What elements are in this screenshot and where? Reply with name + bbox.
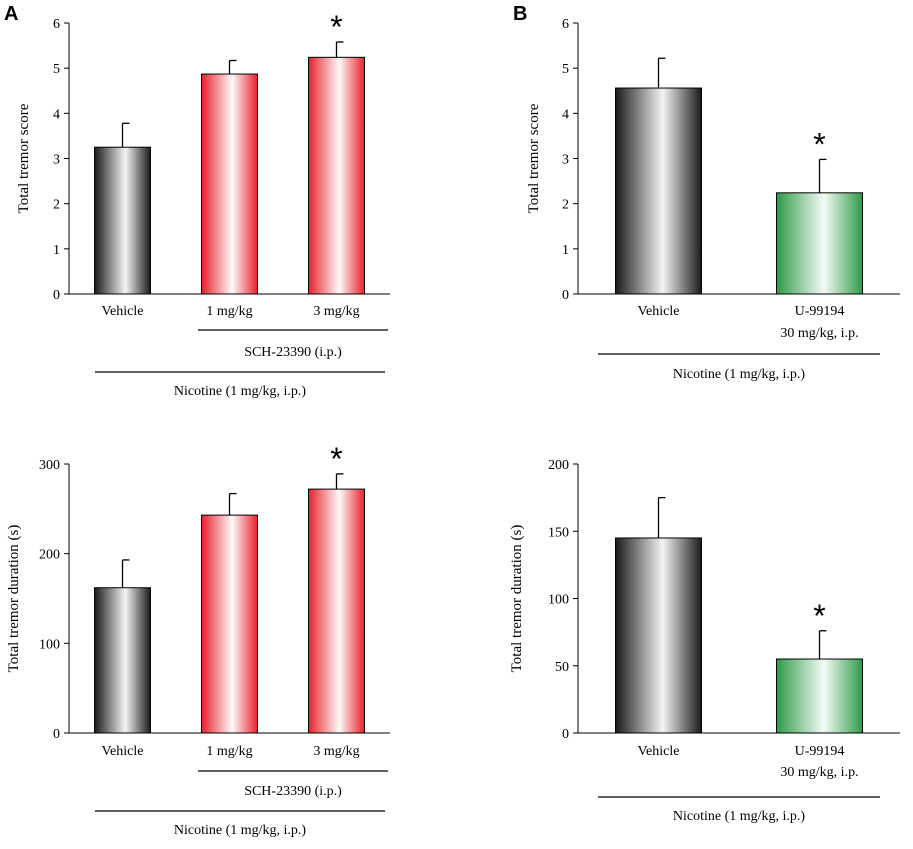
panel-label-a: A bbox=[4, 3, 18, 25]
y-axis-label: Total tremor duration (s) bbox=[6, 525, 22, 673]
y-tick-label: 4 bbox=[562, 107, 569, 122]
x-tick-label: 3 mg/kg bbox=[313, 744, 359, 759]
y-tick-label: 100 bbox=[39, 637, 60, 652]
y-tick-label: 4 bbox=[53, 107, 60, 122]
x-tick-label: U-99194 bbox=[795, 744, 845, 759]
x-tick-label: Vehicle bbox=[102, 304, 144, 319]
y-tick-label: 2 bbox=[562, 198, 569, 213]
x-tick-label: 1 mg/kg bbox=[206, 744, 252, 759]
y-tick-label: 6 bbox=[562, 17, 569, 32]
significance-mark: * bbox=[330, 9, 342, 45]
group-label: SCH-23390 (i.p.) bbox=[244, 345, 342, 360]
bar bbox=[308, 56, 365, 295]
significance-mark: * bbox=[813, 126, 825, 162]
y-tick-label: 300 bbox=[39, 458, 60, 473]
chart-b-tremor-score: 0 1 2 3 4 5 6 Total tremor score Vehicle * U-99194… bbox=[526, 17, 900, 382]
y-tick-label: 150 bbox=[548, 525, 569, 540]
y-axis-label: Total tremor duration (s) bbox=[509, 525, 525, 673]
bar bbox=[201, 514, 258, 734]
y-tick-label: 5 bbox=[53, 62, 60, 77]
y-tick-label: 1 bbox=[53, 243, 60, 258]
x-tick-label: U-99194 bbox=[795, 304, 845, 319]
chart-a-tremor-duration: 0 100 200 300 Total tremor duration (s) Vehic… bbox=[6, 441, 390, 838]
y-tick-label: 200 bbox=[548, 458, 569, 473]
chart-a-tremor-score: 0 1 2 3 4 5 6 Total tremor score Vehicle 1 mg/kg *… bbox=[16, 9, 390, 399]
x-tick-label: Vehicle bbox=[638, 744, 680, 759]
y-tick-label: 0 bbox=[562, 727, 569, 742]
y-tick-label: 3 bbox=[53, 153, 60, 168]
y-axis-label: Total tremor score bbox=[526, 103, 542, 213]
y-tick-label: 3 bbox=[562, 153, 569, 168]
x-tick-label: Vehicle bbox=[638, 304, 680, 319]
y-axis-label: Total tremor score bbox=[16, 103, 32, 213]
x-tick-label: 1 mg/kg bbox=[206, 304, 252, 319]
y-tick-label: 0 bbox=[53, 727, 60, 742]
bar bbox=[308, 488, 365, 734]
y-tick-label: 6 bbox=[53, 17, 60, 32]
group-label: SCH-23390 (i.p.) bbox=[244, 784, 342, 799]
x-tick-label: 3 mg/kg bbox=[313, 304, 359, 319]
x-tick-label: Vehicle bbox=[102, 744, 144, 759]
bar bbox=[615, 537, 702, 734]
x-tick-sublabel: 30 mg/kg, i.p. bbox=[780, 326, 858, 341]
y-tick-label: 2 bbox=[53, 198, 60, 213]
y-tick-label: 0 bbox=[562, 288, 569, 303]
treatment-label: Nicotine (1 mg/kg, i.p.) bbox=[673, 367, 806, 382]
bar bbox=[615, 87, 702, 295]
y-tick-label: 50 bbox=[555, 660, 569, 675]
y-tick-label: 5 bbox=[562, 62, 569, 77]
bar bbox=[776, 192, 863, 295]
panel-label-b: B bbox=[513, 3, 527, 25]
bar bbox=[94, 146, 151, 295]
bar bbox=[94, 587, 151, 734]
y-tick-label: 200 bbox=[39, 548, 60, 563]
y-tick-label: 1 bbox=[562, 243, 569, 258]
y-tick-label: 100 bbox=[548, 593, 569, 608]
chart-b-tremor-duration: 0 50 100 150 200 Total tremor duration (s) Veh… bbox=[509, 458, 900, 824]
x-tick-sublabel: 30 mg/kg, i.p. bbox=[780, 765, 858, 780]
treatment-label: Nicotine (1 mg/kg, i.p.) bbox=[174, 384, 307, 399]
significance-mark: * bbox=[330, 441, 342, 477]
bar bbox=[776, 658, 863, 734]
y-tick-label: 0 bbox=[53, 288, 60, 303]
treatment-label: Nicotine (1 mg/kg, i.p.) bbox=[673, 809, 806, 824]
bar bbox=[201, 73, 258, 295]
significance-mark: * bbox=[813, 598, 825, 634]
treatment-label: Nicotine (1 mg/kg, i.p.) bbox=[174, 823, 307, 838]
